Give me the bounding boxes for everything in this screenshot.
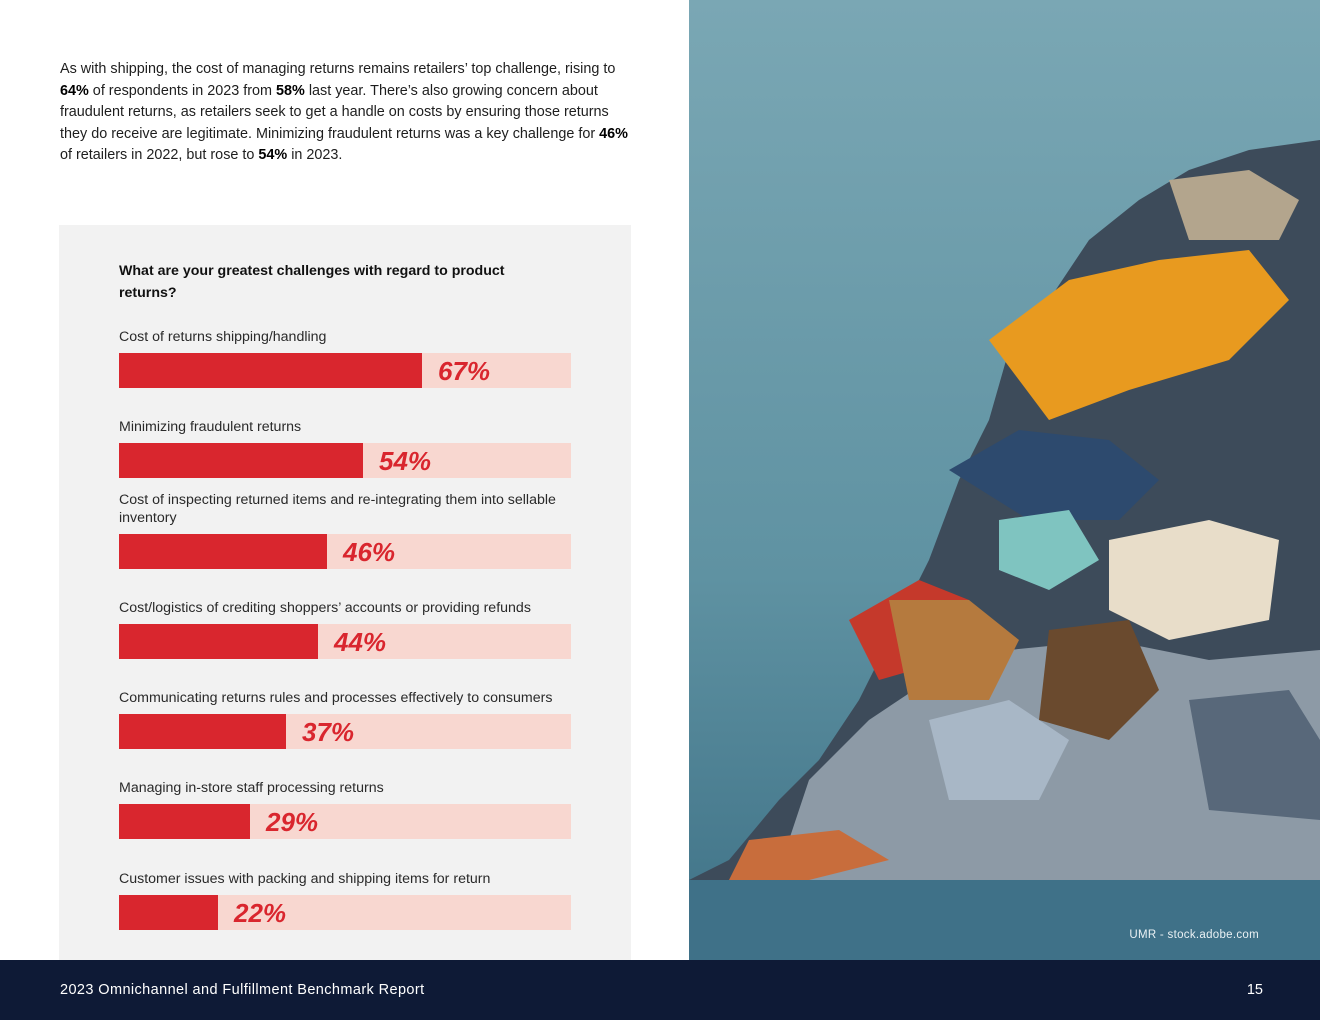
bar-label: Cost/logistics of crediting shoppers’ ac…	[119, 600, 531, 616]
bar-row: Minimizing fraudulent returns 54%	[119, 388, 571, 478]
bar-track: 44%	[119, 624, 571, 659]
bar-label: Customer issues with packing and shippin…	[119, 871, 491, 887]
bar-fill	[119, 895, 218, 930]
bar-fill	[119, 353, 422, 388]
intro-text: last year. There’s also growing concern …	[60, 82, 609, 142]
bar-label: Cost of returns shipping/handling	[119, 329, 327, 345]
intro-highlight: 58%	[276, 82, 305, 99]
bar-row: Customer issues with packing and shippin…	[119, 840, 571, 930]
bar-value-label: 67%	[438, 356, 491, 386]
bar-value-label: 22%	[234, 898, 287, 928]
photo-credit: UMR - stock.adobe.com	[1129, 929, 1259, 941]
bar-fill	[119, 443, 363, 478]
bar-track: 54%	[119, 443, 571, 478]
intro-text: of retailers in 2022, but rose to	[60, 147, 259, 164]
bar-value-label: 54%	[379, 446, 432, 476]
text-column: As with shipping, the cost of managing r…	[0, 0, 689, 960]
bar-row: Cost of returns shipping/handling 67%	[119, 298, 571, 388]
pile-of-clothes-photo: UMR - stock.adobe.com	[689, 0, 1320, 960]
intro-paragraph: As with shipping, the cost of managing r…	[60, 59, 630, 167]
intro-highlight: 64%	[60, 82, 89, 99]
bar-fill	[119, 804, 250, 839]
bar-track: 67%	[119, 353, 571, 388]
bar-fill	[119, 714, 286, 749]
bar-row: Cost of inspecting returned items and re…	[119, 479, 571, 569]
intro-text: of respondents in 2023 from	[88, 82, 277, 99]
bar-label: Minimizing fraudulent returns	[119, 419, 302, 435]
bar-fill	[119, 534, 327, 569]
bar-label: Cost of inspecting returned items and re…	[119, 492, 556, 526]
footer: 2023 Omnichannel and Fulfillment Benchma…	[0, 960, 1320, 1020]
bar-value-label: 46%	[343, 537, 396, 567]
intro-text: As with shipping, the cost of managing r…	[60, 61, 616, 77]
bar-row: Communicating returns rules and processe…	[119, 659, 571, 749]
bar-row: Cost/logistics of crediting shoppers’ ac…	[119, 569, 571, 659]
footer-report-title: 2023 Omnichannel and Fulfillment Benchma…	[60, 982, 425, 998]
bar-track: 29%	[119, 804, 571, 839]
intro-highlight: 54%	[258, 147, 288, 164]
bar-value-label: 44%	[334, 627, 387, 657]
bar-row: Managing in-store staff processing retur…	[119, 749, 571, 839]
chart-title: What are your greatest challenges with r…	[119, 263, 505, 301]
bar-label: Managing in-store staff processing retur…	[119, 780, 384, 796]
bar-track: 22%	[119, 895, 571, 930]
intro-highlight: 46%	[599, 125, 628, 142]
bar-value-label: 37%	[302, 717, 355, 747]
bar-track: 37%	[119, 714, 571, 749]
bar-track: 46%	[119, 534, 571, 569]
bar-label: Communicating returns rules and processe…	[119, 690, 553, 706]
bar-value-label: 29%	[266, 807, 319, 837]
intro-text: in 2023.	[287, 147, 343, 164]
chart-panel: What are your greatest challenges with r…	[59, 225, 631, 960]
page-number: 15	[1246, 982, 1263, 998]
bar-fill	[119, 624, 318, 659]
